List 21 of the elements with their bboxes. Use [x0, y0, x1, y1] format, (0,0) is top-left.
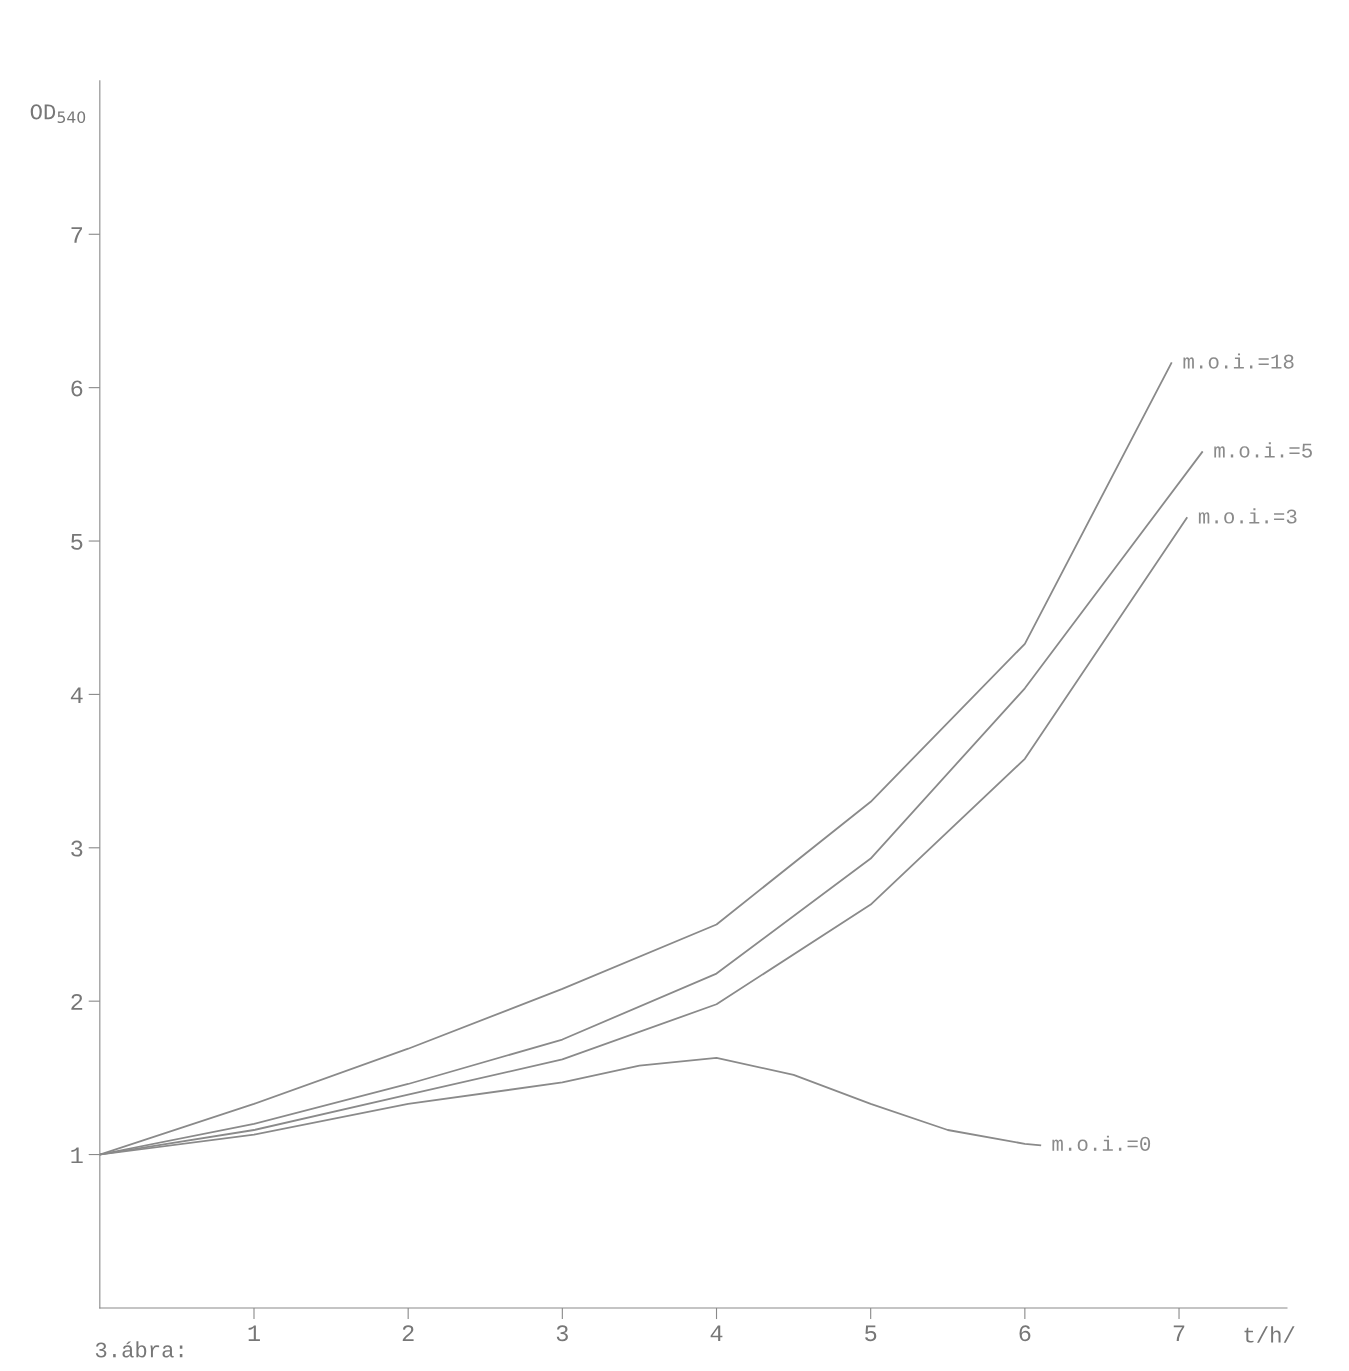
x-tick-label: 4: [710, 1325, 723, 1342]
x-tick-label: 2: [402, 1325, 414, 1342]
y-tick-label: 4: [70, 687, 83, 703]
y-tick-label: 5: [71, 534, 83, 550]
y-tick-label: 3: [71, 840, 83, 857]
text: 3.ábra:: [95, 1341, 183, 1358]
y-tick-label: 2: [71, 993, 83, 1010]
series-label: m.o.i.=18: [1183, 353, 1294, 369]
x-tick-label: 6: [1019, 1325, 1031, 1342]
y-tick-label: 7: [71, 227, 83, 243]
x-tick-label: 5: [865, 1325, 877, 1342]
series-label: m.o.i.=5: [1214, 442, 1312, 458]
x-tick-label: 3: [556, 1325, 568, 1342]
x-tick-label: 1: [248, 1325, 260, 1342]
y-axis-title: OD$_{540}$: [30, 104, 86, 124]
x-tick-label: 7: [1173, 1325, 1185, 1342]
x-axis-title: t/h/: [1244, 1326, 1295, 1343]
series-label: m.o.i.=3: [1198, 508, 1297, 524]
y-tick-label: 1: [71, 1147, 83, 1164]
series-label: m.o.i.=0: [1052, 1135, 1151, 1151]
y-tick-label: 6: [71, 380, 83, 397]
